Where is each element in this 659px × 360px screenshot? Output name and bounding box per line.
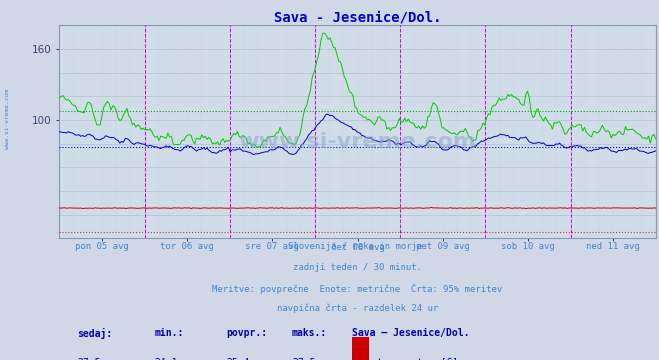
- Title: Sava - Jesenice/Dol.: Sava - Jesenice/Dol.: [273, 10, 442, 24]
- Text: navpična črta - razdelek 24 ur: navpična črta - razdelek 24 ur: [277, 304, 438, 314]
- Text: sedaj:: sedaj:: [77, 328, 113, 339]
- Text: www.si-vreme.com: www.si-vreme.com: [5, 89, 11, 149]
- Text: Sava – Jesenice/Dol.: Sava – Jesenice/Dol.: [351, 328, 469, 338]
- Text: 27,5: 27,5: [292, 357, 316, 360]
- Text: maks.:: maks.:: [292, 328, 327, 338]
- Text: temperatura[C]: temperatura[C]: [376, 357, 459, 360]
- Text: povpr.:: povpr.:: [226, 328, 268, 338]
- Text: www.si-vreme.com: www.si-vreme.com: [239, 132, 476, 152]
- Text: min.:: min.:: [155, 328, 184, 338]
- Text: 27,5: 27,5: [77, 357, 101, 360]
- Text: Meritve: povprečne  Enote: metrične  Črta: 95% meritev: Meritve: povprečne Enote: metrične Črta:…: [212, 283, 503, 294]
- Text: zadnji teden / 30 minut.: zadnji teden / 30 minut.: [293, 262, 422, 271]
- Text: Slovenija / reke in morje.: Slovenija / reke in morje.: [287, 242, 428, 251]
- Text: 25,4: 25,4: [226, 357, 250, 360]
- Bar: [351, 337, 370, 360]
- Text: 24,1: 24,1: [155, 357, 178, 360]
